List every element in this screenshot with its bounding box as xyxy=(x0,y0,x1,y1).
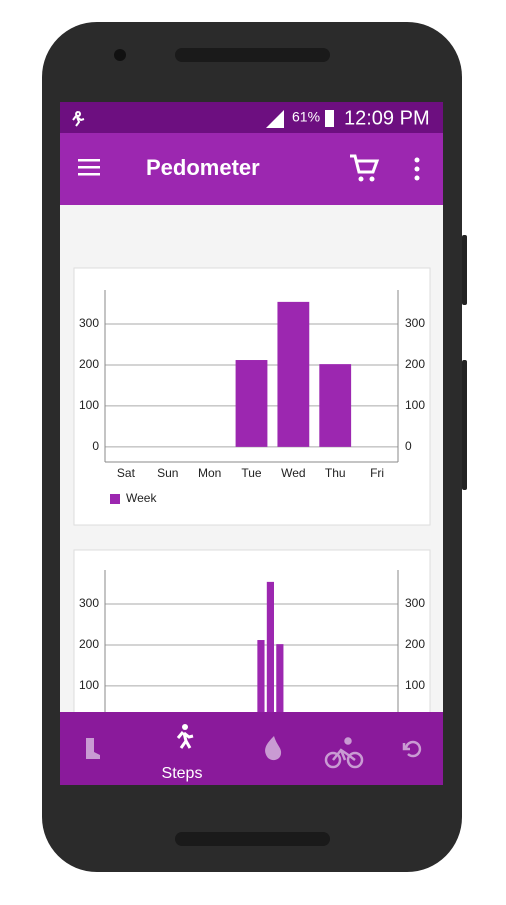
nav-history[interactable] xyxy=(402,740,422,758)
x-tick-label: Fri xyxy=(370,466,384,480)
y2-tick-label: 300 xyxy=(405,596,425,610)
y2-tick-label: 200 xyxy=(405,357,425,371)
x-tick-label: Tue xyxy=(241,466,262,480)
bar xyxy=(277,301,310,447)
chart-card xyxy=(73,549,431,712)
bar xyxy=(276,644,284,712)
y-tick-label: 200 xyxy=(79,357,99,371)
y2-tick-label: 300 xyxy=(405,316,425,330)
y2-tick-label: 100 xyxy=(405,398,425,412)
bar xyxy=(266,581,274,712)
x-tick-label: Mon xyxy=(198,466,221,480)
overflow-menu[interactable] xyxy=(414,157,420,181)
side-button xyxy=(462,360,467,490)
nav-cycling[interactable] xyxy=(324,737,364,769)
battery-percent: 61% xyxy=(292,109,320,125)
y-tick-label: 100 xyxy=(79,678,99,692)
legend-swatch xyxy=(110,494,120,504)
chart: 0 0 100 100 200 200 300 300 Sat Sun Mon Tue Wed Thu Fr… xyxy=(79,290,425,505)
y-tick-label: 0 xyxy=(92,439,99,453)
y2-tick-label: 100 xyxy=(405,678,425,692)
app-bar xyxy=(60,133,443,205)
cart-button[interactable] xyxy=(350,154,380,174)
legend-label: Week xyxy=(126,491,157,505)
walk-icon xyxy=(72,111,85,127)
side-button xyxy=(462,235,467,305)
x-tick-label: Thu xyxy=(325,466,346,480)
y2-tick-label: 0 xyxy=(405,439,412,453)
bar xyxy=(319,364,352,447)
speaker xyxy=(175,832,330,846)
status-bar xyxy=(60,102,443,133)
y-tick-label: 100 xyxy=(79,398,99,412)
x-tick-label: Sat xyxy=(117,466,136,480)
y-tick-label: 300 xyxy=(79,316,99,330)
y2-tick-label: 200 xyxy=(405,637,425,651)
camera xyxy=(114,49,126,61)
speaker xyxy=(175,48,330,62)
x-tick-label: Sun xyxy=(157,466,178,480)
clock: 12:09 PM xyxy=(344,107,430,129)
bar xyxy=(257,640,265,712)
app-title: Pedometer xyxy=(146,155,260,180)
menu-button[interactable] xyxy=(78,159,100,176)
x-tick-label: Wed xyxy=(281,466,305,480)
nav-steps[interactable] xyxy=(176,724,194,749)
y-tick-label: 200 xyxy=(79,637,99,651)
bar xyxy=(235,360,268,447)
nav-label: Steps xyxy=(162,765,203,782)
signal-icon xyxy=(266,110,284,128)
battery-icon xyxy=(325,110,334,127)
nav-boot[interactable] xyxy=(86,738,100,759)
nav-calories[interactable] xyxy=(265,736,282,761)
bottom-nav xyxy=(60,712,443,785)
y-tick-label: 300 xyxy=(79,596,99,610)
